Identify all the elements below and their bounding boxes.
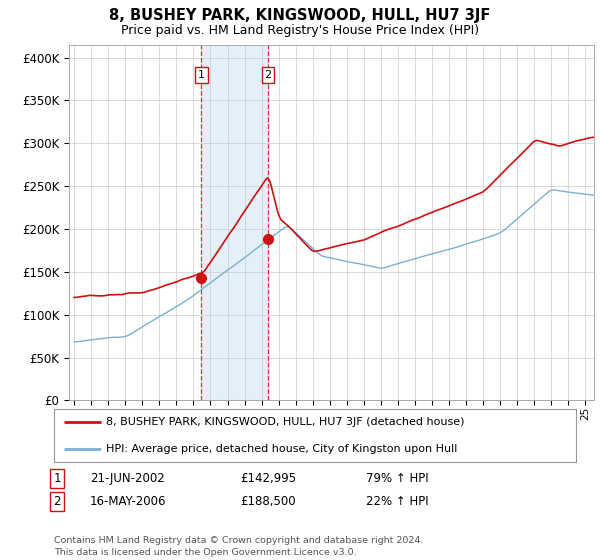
Bar [202, 45, 268, 400]
Text: Contains HM Land Registry data © Crown copyright and database right 2024.
This d: Contains HM Land Registry data © Crown c… [54, 536, 424, 557]
Text: 2: 2 [265, 70, 271, 80]
Text: £188,500: £188,500 [240, 494, 296, 508]
Text: 21-JUN-2002: 21-JUN-2002 [90, 472, 165, 486]
Text: 2: 2 [53, 494, 61, 508]
Text: 8, BUSHEY PARK, KINGSWOOD, HULL, HU7 3JF: 8, BUSHEY PARK, KINGSWOOD, HULL, HU7 3JF [109, 8, 491, 24]
Text: HPI: Average price, detached house, City of Kingston upon Hull: HPI: Average price, detached house, City… [106, 444, 458, 454]
Text: 22% ↑ HPI: 22% ↑ HPI [366, 494, 428, 508]
Text: 1: 1 [198, 70, 205, 80]
Text: 16-MAY-2006: 16-MAY-2006 [90, 494, 167, 508]
Text: 79% ↑ HPI: 79% ↑ HPI [366, 472, 428, 486]
Text: £142,995: £142,995 [240, 472, 296, 486]
Text: Price paid vs. HM Land Registry's House Price Index (HPI): Price paid vs. HM Land Registry's House … [121, 24, 479, 37]
Text: 8, BUSHEY PARK, KINGSWOOD, HULL, HU7 3JF (detached house): 8, BUSHEY PARK, KINGSWOOD, HULL, HU7 3JF… [106, 417, 465, 427]
Text: 1: 1 [53, 472, 61, 486]
